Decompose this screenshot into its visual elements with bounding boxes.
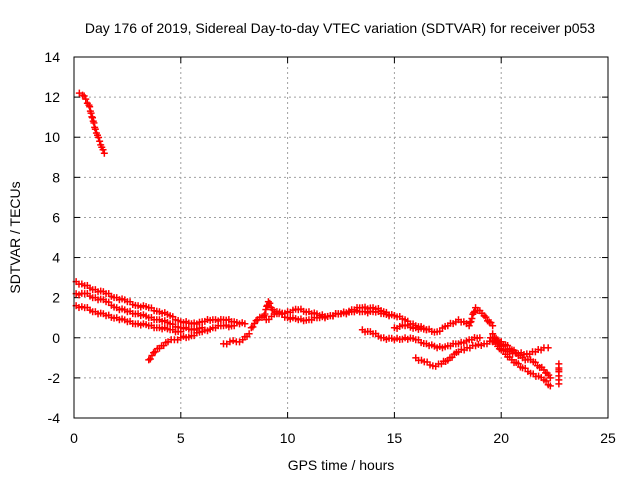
chart-title: Day 176 of 2019, Sidereal Day-to-day VTE…: [85, 20, 595, 36]
data-point: [241, 320, 249, 328]
data-point: [546, 382, 554, 390]
data-point: [476, 334, 484, 342]
data-point: [489, 330, 497, 338]
data-point: [492, 339, 500, 347]
y-tick-label: 6: [52, 209, 60, 225]
x-tick-label: 20: [493, 430, 509, 446]
data-point: [465, 322, 473, 330]
data-point: [482, 313, 490, 321]
data-point: [95, 133, 103, 141]
data-point: [146, 355, 154, 363]
y-tick-label: 10: [44, 129, 60, 145]
data-point: [229, 337, 237, 345]
axis-ticks: 0 5 10 15 20 25 -4 -2 0 2 4 6 8 10 12 14: [44, 49, 616, 446]
x-tick-label: 25: [600, 430, 616, 446]
data-point: [261, 310, 269, 318]
y-tick-label: 2: [52, 290, 60, 306]
data-point: [466, 318, 474, 326]
data-point: [230, 322, 238, 330]
y-tick-label: -2: [48, 370, 61, 386]
y-tick-label: 8: [52, 169, 60, 185]
y-tick-label: 0: [52, 330, 60, 346]
data-point: [499, 347, 507, 355]
x-tick-label: 10: [280, 430, 296, 446]
grid: [74, 57, 608, 418]
data-point: [96, 137, 104, 145]
data-point: [82, 95, 90, 103]
y-tick-label: -4: [48, 410, 61, 426]
y-tick-label: 14: [44, 49, 60, 65]
data-point: [489, 322, 497, 330]
data-point: [245, 330, 253, 338]
data-point: [262, 306, 270, 314]
data-point: [226, 338, 234, 346]
data-point: [99, 146, 107, 154]
data-points: [72, 89, 563, 390]
data-point: [177, 328, 185, 336]
data-point: [247, 324, 255, 332]
data-point: [546, 374, 554, 382]
x-tick-label: 0: [70, 430, 78, 446]
data-point: [91, 125, 99, 133]
data-point: [145, 356, 153, 364]
data-point: [555, 380, 563, 388]
x-tick-label: 15: [387, 430, 403, 446]
y-axis-label: SDTVAR / TECUs: [7, 181, 23, 293]
data-point: [470, 309, 478, 317]
data-point: [266, 299, 274, 307]
data-point: [544, 344, 552, 352]
data-point: [468, 314, 476, 322]
x-tick-label: 5: [177, 430, 185, 446]
data-point: [249, 323, 257, 331]
y-tick-label: 12: [44, 89, 60, 105]
plot-frame: [73, 56, 609, 419]
data-point: [100, 149, 108, 157]
data-point: [467, 318, 475, 326]
y-tick-label: 4: [52, 250, 60, 266]
data-point: [542, 377, 550, 385]
x-axis-label: GPS time / hours: [288, 457, 395, 473]
